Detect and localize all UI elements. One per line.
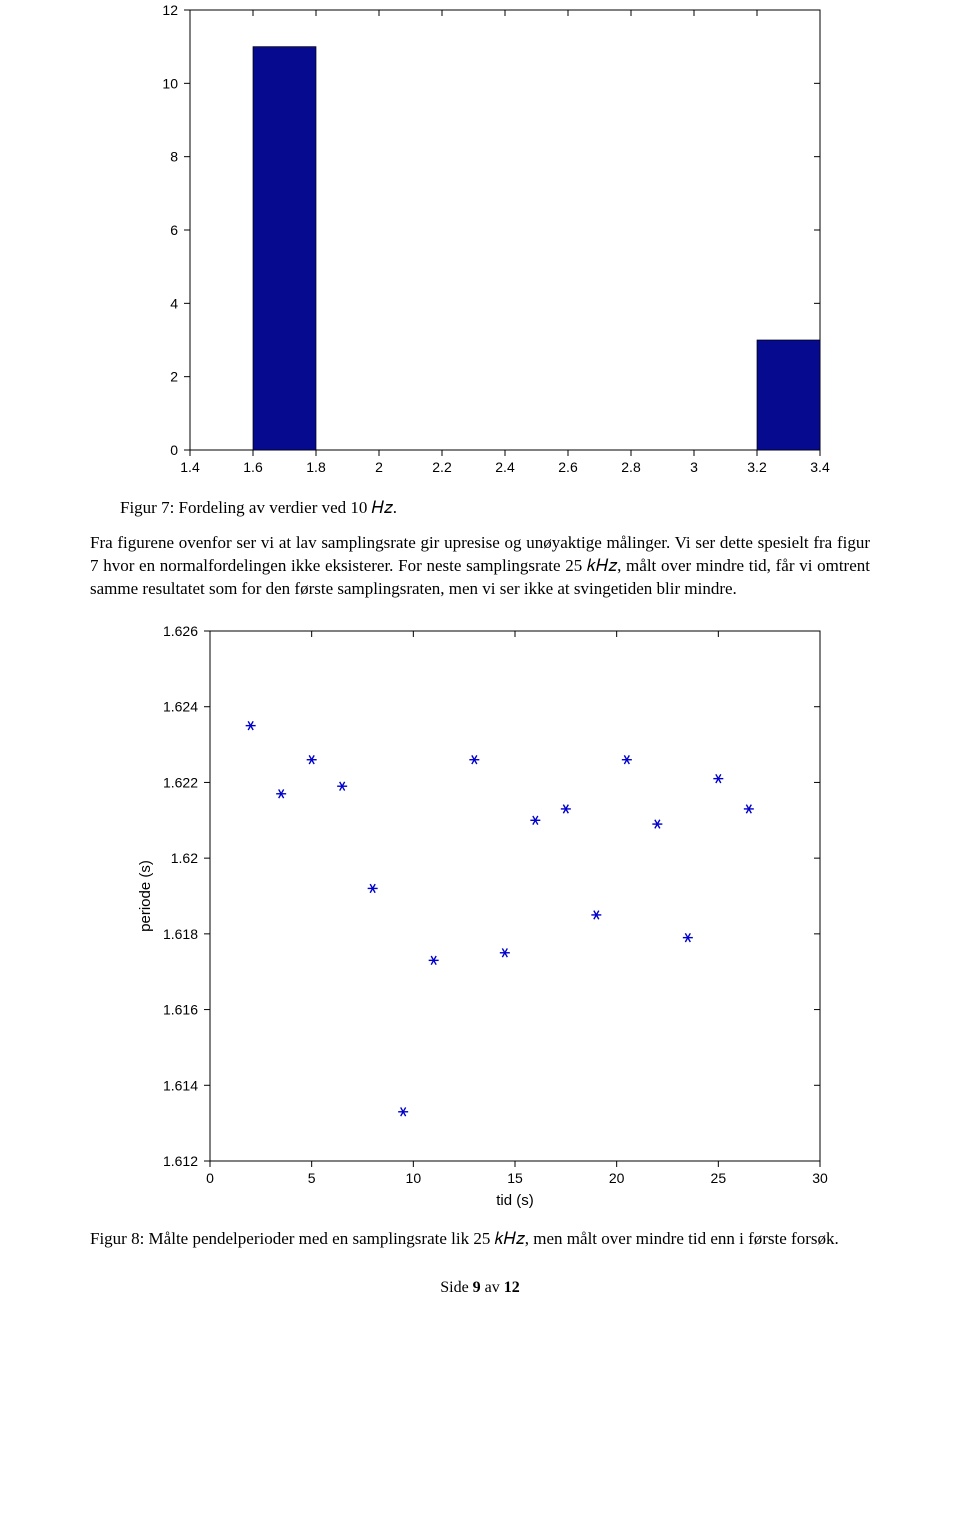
figure-7-bar-chart: 1.4 1.6 1.8 2 2.2 2.4 2.6 2.8 3 3.2 3.4 0 2 4 6 8 10 12 [120,0,840,480]
figure-8-scatter-chart: 0 5 10 15 20 25 30 tid (s) 1.612 1.614 1.616 1.618 1… [120,611,840,1211]
body-paragraph: Fra figurene ovenfor ser vi at lav sampl… [90,532,870,601]
footer-mid: av [481,1279,504,1296]
footer-page-number: 9 [473,1279,481,1296]
svg-text:1.622: 1.622 [163,774,198,790]
svg-text:1.62: 1.62 [171,850,198,866]
svg-text:3: 3 [690,459,698,475]
svg-text:0: 0 [206,1170,214,1186]
footer-total-pages: 12 [504,1279,520,1296]
svg-text:5: 5 [308,1170,316,1186]
svg-text:1.626: 1.626 [163,623,198,639]
svg-text:1.618: 1.618 [163,926,198,942]
page-footer: Side 9 av 12 [90,1279,870,1297]
figure-7-caption: Figur 7: Fordeling av verdier ved 10 𝐻𝑧. [120,498,870,518]
svg-text:10: 10 [406,1170,422,1186]
svg-text:3.4: 3.4 [810,459,830,475]
svg-text:2.8: 2.8 [621,459,641,475]
svg-text:30: 30 [812,1170,828,1186]
svg-text:2: 2 [375,459,383,475]
svg-text:0: 0 [170,442,178,458]
svg-text:12: 12 [162,2,178,18]
svg-text:1.6: 1.6 [243,459,263,475]
svg-text:2.6: 2.6 [558,459,578,475]
svg-text:periode (s): periode (s) [137,860,154,932]
svg-text:1.614: 1.614 [163,1077,198,1093]
svg-text:2.2: 2.2 [432,459,452,475]
svg-text:1.624: 1.624 [163,699,198,715]
svg-text:4: 4 [170,295,178,311]
svg-text:6: 6 [170,222,178,238]
svg-text:tid (s): tid (s) [496,1192,534,1209]
svg-text:8: 8 [170,149,178,165]
svg-text:2: 2 [170,369,178,385]
svg-text:2.4: 2.4 [495,459,515,475]
svg-text:20: 20 [609,1170,625,1186]
svg-text:25: 25 [711,1170,727,1186]
svg-text:1.612: 1.612 [163,1153,198,1169]
svg-text:1.8: 1.8 [306,459,326,475]
svg-text:1.616: 1.616 [163,1001,198,1017]
footer-prefix: Side [440,1279,472,1296]
figure-8-caption: Figur 8: Målte pendelperioder med en sam… [90,1229,870,1249]
svg-text:10: 10 [162,75,178,91]
svg-text:1.4: 1.4 [180,459,200,475]
svg-text:15: 15 [507,1170,523,1186]
svg-text:3.2: 3.2 [747,459,767,475]
